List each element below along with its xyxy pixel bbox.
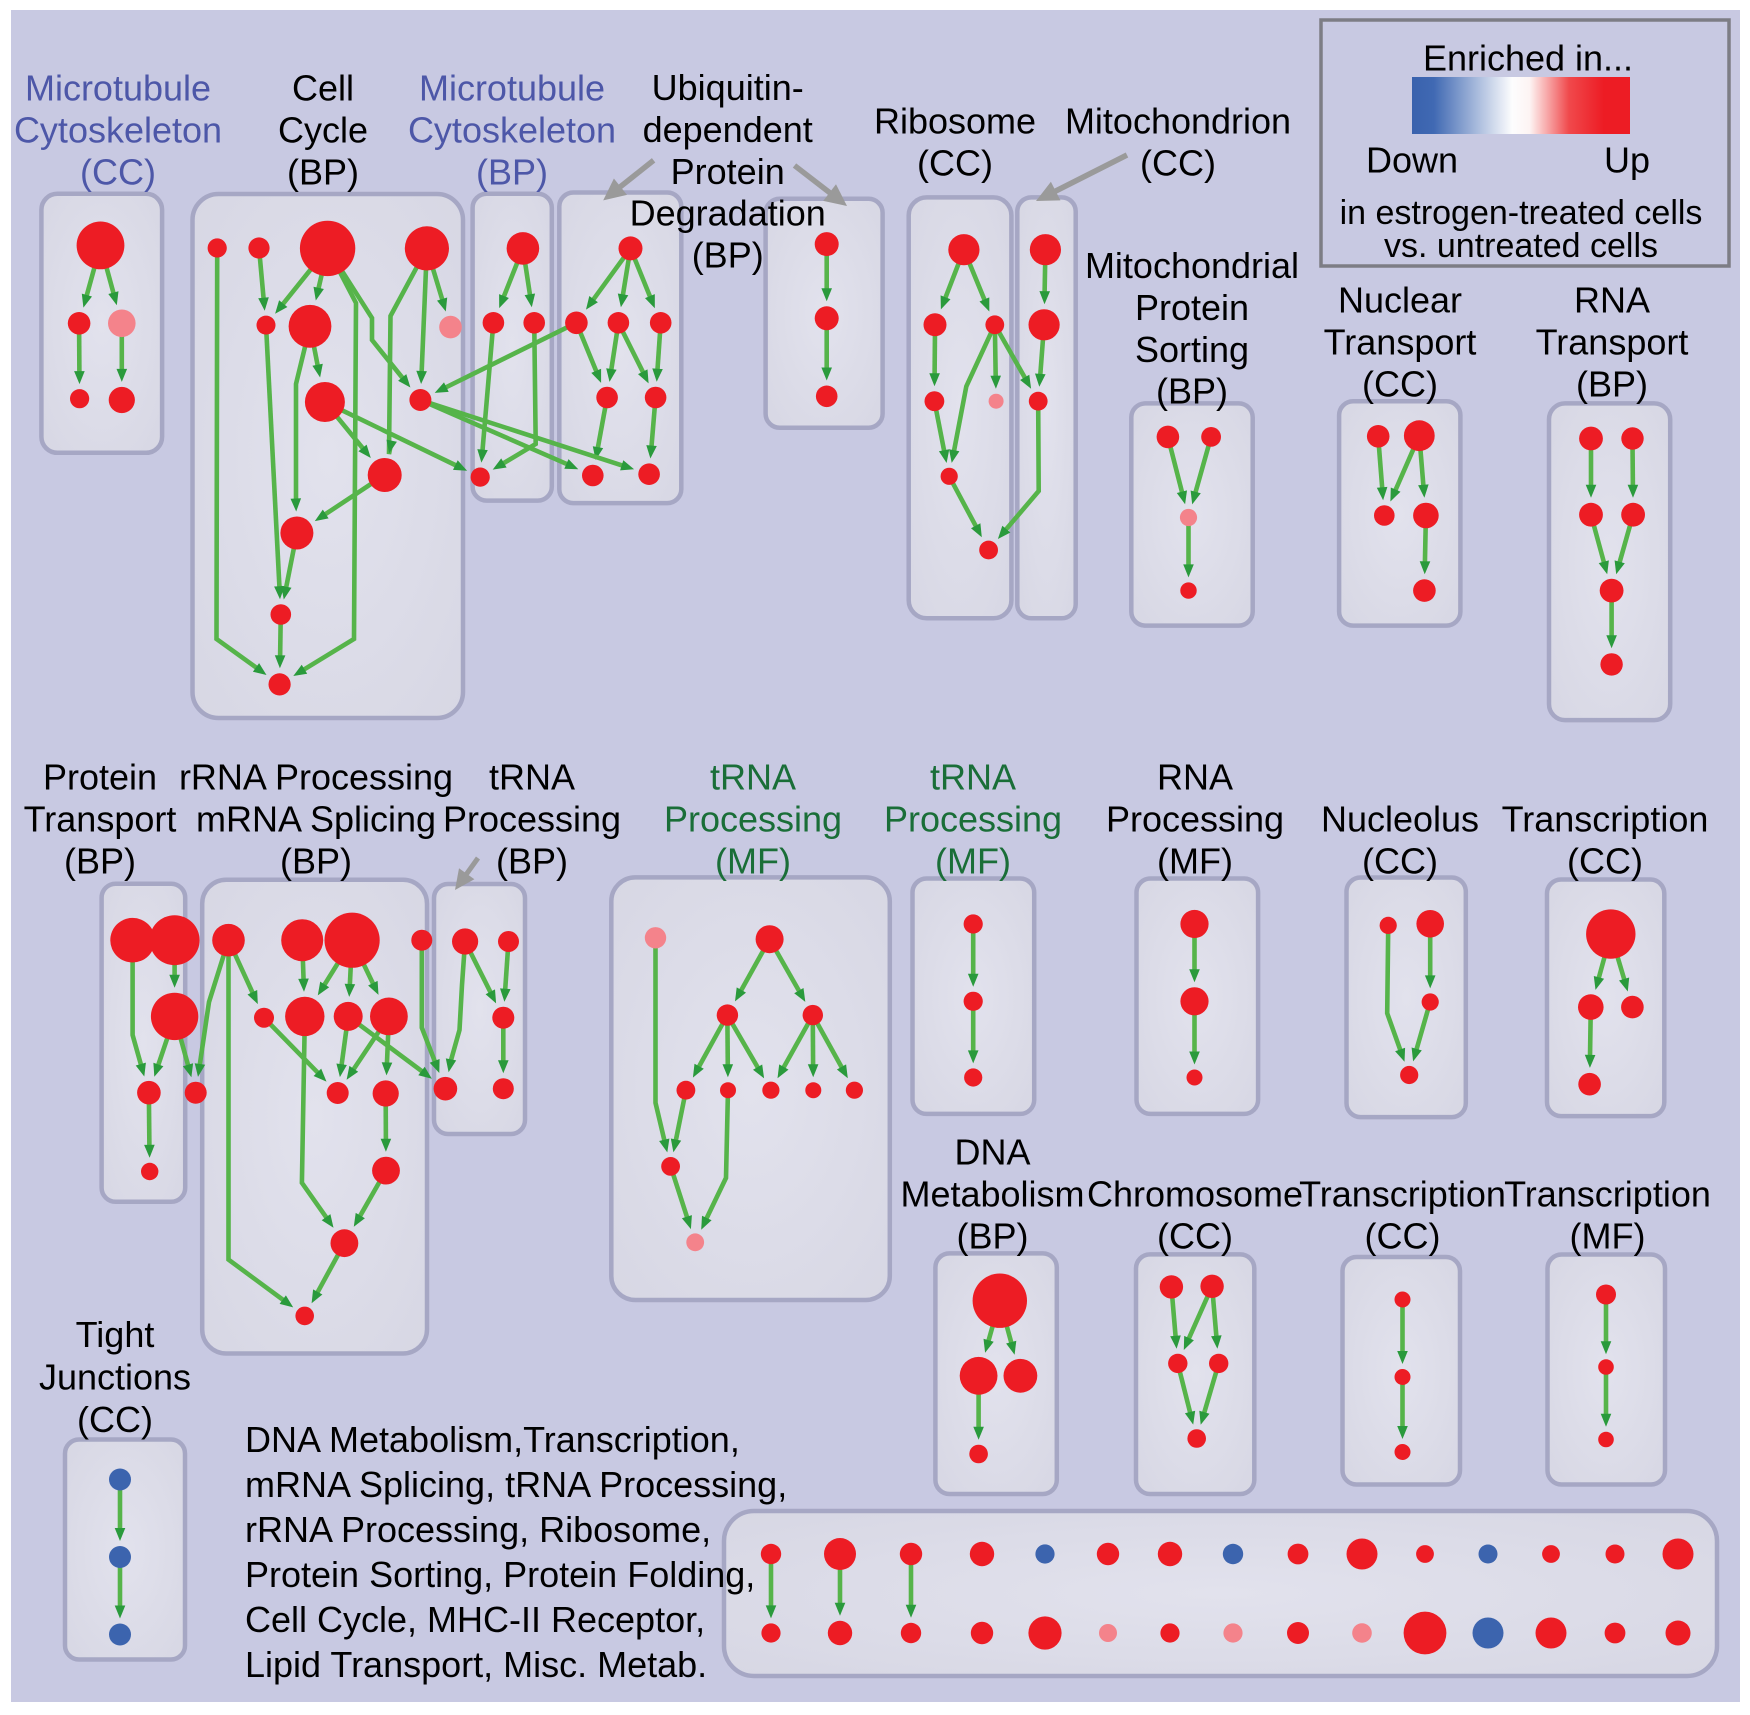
svg-text:DNA: DNA xyxy=(954,1132,1030,1173)
svg-text:(BP): (BP) xyxy=(476,152,548,193)
svg-text:Processing: Processing xyxy=(664,799,842,840)
svg-text:mRNA Splicing: mRNA Splicing xyxy=(196,799,436,840)
svg-text:Processing: Processing xyxy=(1106,799,1284,840)
svg-text:rRNA Processing: rRNA Processing xyxy=(179,757,453,798)
svg-text:Protein: Protein xyxy=(1135,287,1249,328)
svg-text:Processing: Processing xyxy=(443,799,621,840)
svg-text:Transport: Transport xyxy=(1324,322,1477,363)
svg-text:Lipid Transport, Misc. Metab.: Lipid Transport, Misc. Metab. xyxy=(245,1644,707,1685)
svg-text:RNA: RNA xyxy=(1574,280,1650,321)
svg-text:Chromosome: Chromosome xyxy=(1087,1174,1303,1215)
svg-text:Mitochondrial: Mitochondrial xyxy=(1085,245,1299,286)
svg-text:tRNA: tRNA xyxy=(710,757,796,798)
svg-text:Mitochondrion: Mitochondrion xyxy=(1065,101,1291,142)
svg-text:vs. untreated cells: vs. untreated cells xyxy=(1384,227,1658,265)
svg-text:Transport: Transport xyxy=(1536,322,1689,363)
svg-text:Metabolism: Metabolism xyxy=(900,1174,1084,1215)
svg-text:Up: Up xyxy=(1604,140,1650,181)
svg-text:Transport: Transport xyxy=(24,799,177,840)
svg-text:Cytoskeleton: Cytoskeleton xyxy=(14,110,222,151)
svg-text:rRNA Processing, Ribosome,: rRNA Processing, Ribosome, xyxy=(245,1509,711,1550)
svg-text:tRNA: tRNA xyxy=(930,757,1016,798)
svg-text:Down: Down xyxy=(1366,140,1458,181)
svg-text:(BP): (BP) xyxy=(287,152,359,193)
svg-text:Transcription: Transcription xyxy=(1504,1174,1711,1215)
svg-text:(CC): (CC) xyxy=(1157,1216,1233,1257)
svg-text:(CC): (CC) xyxy=(1140,143,1216,184)
svg-text:Tight: Tight xyxy=(76,1314,155,1355)
svg-text:Cycle: Cycle xyxy=(278,110,368,151)
svg-text:Cell: Cell xyxy=(292,68,354,109)
svg-text:Processing: Processing xyxy=(884,799,1062,840)
svg-text:(CC): (CC) xyxy=(80,152,156,193)
svg-text:Microtubule: Microtubule xyxy=(25,68,211,109)
svg-text:Cytoskeleton: Cytoskeleton xyxy=(408,110,616,151)
svg-text:(BP): (BP) xyxy=(957,1216,1029,1257)
svg-text:Cell Cycle, MHC-II Receptor,: Cell Cycle, MHC-II Receptor, xyxy=(245,1599,705,1640)
svg-text:(MF): (MF) xyxy=(1570,1216,1646,1257)
svg-text:Ubiquitin-: Ubiquitin- xyxy=(652,67,804,108)
svg-text:Ribosome: Ribosome xyxy=(874,101,1036,142)
svg-text:(BP): (BP) xyxy=(280,841,352,882)
svg-text:Transcription: Transcription xyxy=(1502,799,1709,840)
svg-text:(BP): (BP) xyxy=(692,235,764,276)
svg-text:(CC): (CC) xyxy=(1362,364,1438,405)
svg-text:(MF): (MF) xyxy=(1157,841,1233,882)
svg-text:Protein: Protein xyxy=(671,151,785,192)
svg-text:dependent: dependent xyxy=(643,109,813,150)
svg-text:(CC): (CC) xyxy=(917,143,993,184)
svg-text:Microtubule: Microtubule xyxy=(419,68,605,109)
svg-text:RNA: RNA xyxy=(1157,757,1233,798)
svg-text:(CC): (CC) xyxy=(1362,841,1438,882)
svg-text:Transcription: Transcription xyxy=(1299,1174,1506,1215)
svg-text:Nuclear: Nuclear xyxy=(1338,280,1462,321)
svg-text:Protein: Protein xyxy=(43,757,157,798)
svg-text:Junctions: Junctions xyxy=(39,1357,191,1398)
svg-text:Degradation: Degradation xyxy=(630,192,826,233)
svg-text:Protein Sorting, Protein Foldi: Protein Sorting, Protein Folding, xyxy=(245,1554,755,1595)
svg-text:(BP): (BP) xyxy=(496,841,568,882)
svg-text:in estrogen-treated cells: in estrogen-treated cells xyxy=(1340,194,1703,232)
svg-text:(CC): (CC) xyxy=(1567,841,1643,882)
svg-text:(BP): (BP) xyxy=(1156,371,1228,412)
svg-text:(MF): (MF) xyxy=(935,841,1011,882)
svg-text:Sorting: Sorting xyxy=(1135,329,1249,370)
svg-text:(CC): (CC) xyxy=(77,1399,153,1440)
svg-text:(BP): (BP) xyxy=(1576,364,1648,405)
svg-text:(BP): (BP) xyxy=(64,841,136,882)
svg-text:Enriched in...: Enriched in... xyxy=(1423,38,1633,79)
svg-text:(CC): (CC) xyxy=(1365,1216,1441,1257)
svg-text:tRNA: tRNA xyxy=(489,757,575,798)
svg-text:DNA Metabolism,Transcription,: DNA Metabolism,Transcription, xyxy=(245,1419,740,1460)
svg-text:mRNA Splicing, tRNA Processing: mRNA Splicing, tRNA Processing, xyxy=(245,1464,787,1505)
svg-text:(MF): (MF) xyxy=(715,841,791,882)
svg-text:Nucleolus: Nucleolus xyxy=(1321,799,1479,840)
